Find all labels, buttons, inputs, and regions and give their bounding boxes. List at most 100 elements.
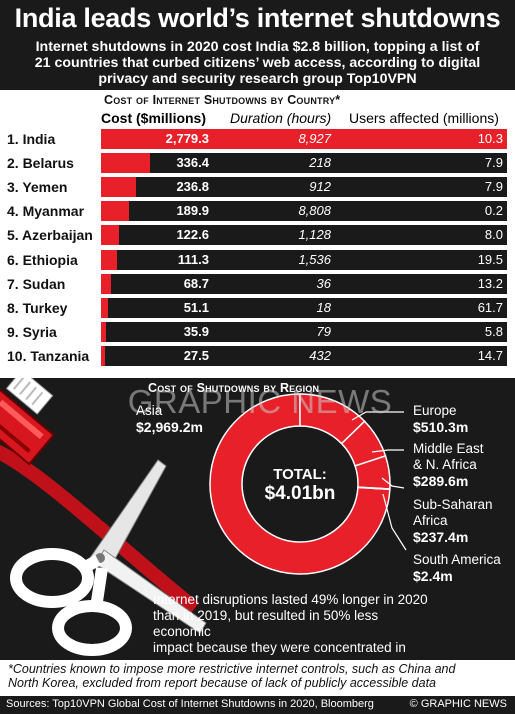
donut-total-value: $4.01bn (264, 483, 336, 504)
country-row: 8. Turkey 51.1 18 61.7 (0, 297, 515, 320)
context-line: than in 2019, but resulted in 50% less e… (153, 608, 379, 639)
cost-value: 2,779.3 (165, 131, 209, 146)
credit-text: © GRAPHIC NEWS (409, 698, 507, 710)
context-line: impact because they were concentrated in… (153, 640, 406, 671)
source-bar: Sources: Top10VPN Global Cost of Interne… (0, 696, 515, 714)
users-value: 19.5 (477, 251, 503, 267)
cost-bar (101, 225, 119, 246)
users-value: 7.9 (484, 155, 503, 171)
leader-line-south-america (382, 493, 407, 551)
country-label: 5. Azerbaijan (7, 227, 93, 244)
region-label-south-america: South America $2.4m (413, 552, 501, 585)
watermark: GRAPHIC NEWS (127, 383, 393, 420)
country-row: 7. Sudan 68.7 36 13.2 (0, 273, 515, 296)
cost-value: 111.3 (177, 251, 209, 267)
cost-bar (101, 201, 129, 222)
cost-bar (101, 297, 109, 318)
row-bar-background (101, 153, 507, 174)
duration-value: 218 (309, 155, 331, 171)
cost-bar (101, 129, 507, 149)
country-row: 6. Ethiopia 111.3 1,536 19.5 (0, 249, 515, 272)
users-value: 10.3 (477, 131, 503, 146)
duration-value: 8,927 (298, 131, 331, 146)
subtitle-line: privacy and security research group Top1… (98, 71, 417, 87)
country-label: 10. Tanzania (7, 347, 90, 364)
row-bar-background (101, 297, 507, 318)
donut-slice-asia (209, 393, 391, 575)
region-name: Middle East (413, 441, 484, 456)
country-chart-title: Cost of Internet Shutdowns by Country* (104, 93, 341, 107)
leader-line-ssa (381, 477, 405, 489)
subtitle-line: 21 countries that curbed citizens’ web a… (34, 55, 481, 71)
country-label: 9. Syria (7, 323, 57, 340)
country-row: 3. Yemen 236.8 912 7.9 (0, 176, 515, 199)
row-bar-background (101, 177, 507, 198)
duration-value: 432 (309, 347, 331, 363)
cost-value: 236.8 (176, 179, 209, 195)
context-line: regions – 2019 shutdowns cost $8.05bn (153, 672, 392, 687)
donut-total-label: TOTAL: (273, 466, 327, 483)
country-label: 2. Belarus (7, 155, 74, 172)
cost-bar (101, 345, 106, 366)
region-label-ssa: Sub-Saharan Africa $237.4m (413, 497, 493, 546)
cost-bar (101, 273, 112, 294)
country-row: 9. Syria 35.9 79 5.8 (0, 321, 515, 344)
column-header-cost: Cost ($millions) (101, 110, 207, 126)
cost-value: 122.6 (176, 227, 209, 243)
row-bar-background (101, 345, 507, 366)
page-title: India leads world’s internet shutdowns (14, 3, 501, 33)
ethernet-cable-icon (0, 378, 200, 614)
cost-value: 68.7 (183, 275, 209, 291)
duration-value: 1,536 (298, 251, 331, 267)
context-text: Internet disruptions lasted 49% longer i… (153, 592, 433, 688)
region-name: Asia (136, 403, 163, 418)
subtitle: Internet shutdowns in 2020 cost India $2… (10, 39, 505, 87)
donut-slice-south-america (357, 486, 391, 491)
row-bar-background (101, 273, 507, 294)
cost-bar (101, 249, 118, 270)
cost-bar (101, 177, 136, 198)
context-line: Internet disruptions lasted 49% longer i… (153, 592, 428, 607)
users-value: 14.7 (477, 347, 503, 363)
users-value: 5.8 (484, 323, 503, 339)
country-row: 4. Myanmar 189.9 8,808 0.2 (0, 200, 515, 223)
footnote-line: North Korea, excluded from report becaus… (8, 676, 437, 690)
subtitle-line: Internet shutdowns in 2020 cost India $2… (35, 39, 480, 55)
country-label: 7. Sudan (7, 275, 66, 292)
users-value: 61.7 (477, 299, 503, 315)
row-bar-background (101, 321, 507, 342)
country-row: 2. Belarus 336.4 218 7.9 (0, 152, 515, 175)
country-label: 4. Myanmar (7, 203, 85, 220)
region-label-europe: Europe $510.3m (413, 403, 468, 436)
row-bar-background (101, 249, 507, 270)
cable-scissors-illustration (0, 378, 207, 656)
region-name: & N. Africa (413, 457, 477, 472)
leader-line-europe (351, 411, 404, 421)
duration-value: 18 (316, 299, 331, 315)
users-value: 7.9 (484, 179, 503, 195)
region-donut-chart (209, 393, 407, 575)
footnote: *Countries known to impose more restrict… (8, 662, 508, 690)
column-header-users: Users affected (millions) (349, 110, 499, 126)
region-value: $510.3m (413, 419, 469, 435)
region-name: South America (413, 552, 501, 567)
country-row: 1. India 2,779.3 8,927 10.3 (0, 128, 515, 151)
region-value: $2.4m (413, 568, 453, 584)
region-name: Sub-Saharan (413, 497, 493, 512)
source-text: Sources: Top10VPN Global Cost of Interne… (6, 698, 374, 710)
country-row: 10. Tanzania 27.5 432 14.7 (0, 345, 515, 368)
users-value: 8.0 (484, 227, 503, 243)
users-value: 13.2 (477, 275, 503, 291)
duration-value: 79 (316, 323, 331, 339)
cost-bar (101, 321, 107, 342)
country-label: 6. Ethiopia (7, 251, 78, 268)
country-label: 1. India (7, 131, 56, 147)
cost-value: 189.9 (176, 203, 209, 219)
duration-value: 1,128 (298, 227, 331, 243)
country-label: 8. Turkey (7, 299, 68, 316)
duration-value: 912 (309, 179, 331, 195)
header-banner: India leads world’s internet shutdowns I… (0, 0, 515, 90)
column-header-duration: Duration (hours) (230, 110, 332, 126)
region-value: $2,969.2m (136, 419, 203, 435)
duration-value: 36 (316, 275, 331, 291)
